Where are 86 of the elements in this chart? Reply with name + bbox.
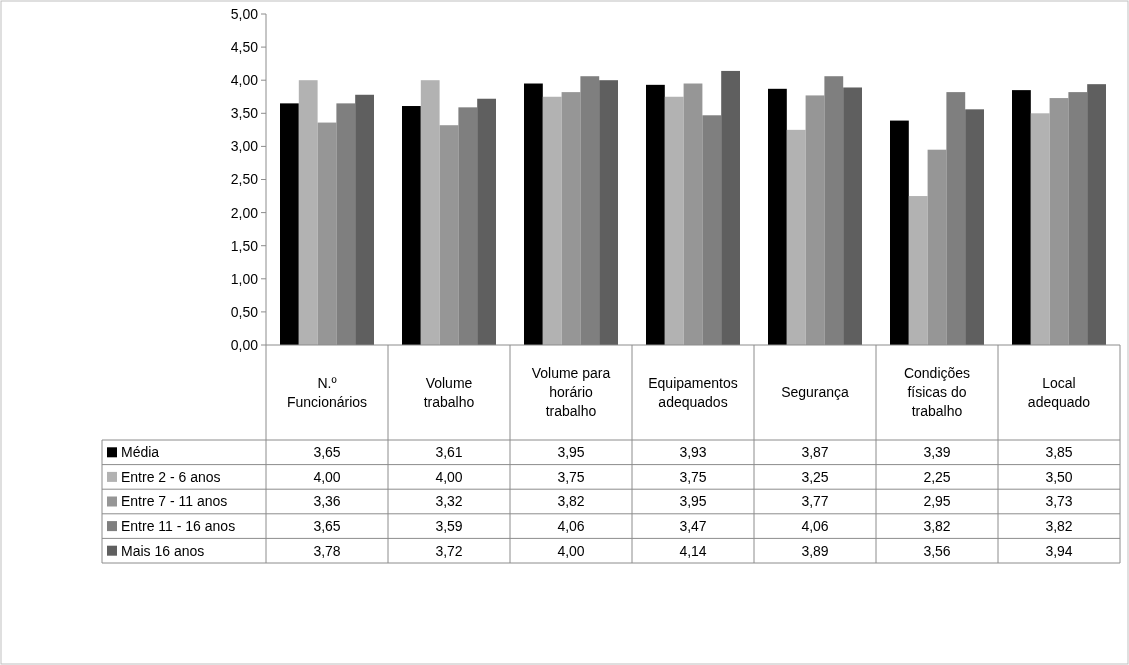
data-label: 3,72 [435, 542, 463, 559]
data-label: 3,61 [435, 444, 463, 461]
legend-label: Entre 11 - 16 anos [121, 518, 236, 534]
bar [843, 87, 862, 345]
x-tick-label: Local adequado [1027, 374, 1091, 410]
data-label: 2,95 [923, 493, 951, 510]
bar [298, 80, 318, 345]
y-tick-label: 3,00 [230, 138, 259, 155]
x-tick-label: Segurança [781, 384, 850, 401]
bar [646, 84, 665, 345]
data-label: 4,14 [679, 542, 707, 559]
y-tick-label: 2,00 [230, 204, 259, 221]
data-label: 3,56 [923, 542, 951, 559]
bar [477, 98, 496, 345]
bar [524, 83, 543, 345]
x-tick-label: Volume para horário trabalho [531, 365, 611, 420]
legend-label: Mais 16 anos [121, 542, 205, 559]
data-label: 3,93 [679, 444, 707, 461]
data-label: 3,65 [313, 444, 341, 461]
y-tick-label: 3,50 [230, 105, 259, 122]
data-label: 3,82 [557, 493, 585, 510]
x-tick-label: N.º Funcionários [286, 374, 368, 410]
y-tick-label: 1,50 [230, 237, 259, 254]
data-label: 3,59 [435, 518, 463, 534]
data-label: 4,06 [801, 518, 829, 534]
bar [908, 196, 928, 345]
data-label: 4,00 [557, 542, 585, 559]
data-label: 3,85 [1045, 444, 1073, 461]
data-label: 3,95 [557, 444, 585, 461]
bar [786, 129, 806, 345]
y-tick-label: 0,50 [230, 303, 259, 320]
bar [420, 80, 440, 345]
bar [336, 103, 356, 345]
x-tick-label: Condições físicas do trabalho [903, 365, 971, 420]
data-label: 3,47 [679, 518, 707, 534]
data-label: 3,78 [313, 542, 341, 559]
bar [824, 76, 844, 345]
bar [458, 107, 478, 345]
data-label: 3,82 [923, 518, 951, 534]
data-label: 3,65 [313, 518, 341, 534]
bar [280, 103, 299, 345]
data-label: 3,73 [1045, 493, 1073, 510]
data-label: 3,89 [801, 542, 829, 559]
data-label: 4,00 [313, 468, 341, 485]
data-label: 3,94 [1045, 542, 1073, 559]
bar [721, 70, 740, 345]
bar [664, 96, 684, 345]
bar [890, 120, 909, 345]
data-label: 3,82 [1045, 518, 1073, 534]
bar [355, 94, 374, 345]
data-label: 2,25 [923, 468, 951, 485]
bar [599, 80, 618, 345]
bar [946, 92, 966, 345]
bar [1087, 84, 1106, 345]
x-tick-label: Equipamentos adequados [648, 374, 738, 410]
bar [1012, 90, 1031, 345]
data-label: 3,75 [679, 468, 707, 485]
data-label: 3,39 [923, 444, 951, 461]
data-label: 3,32 [435, 493, 463, 510]
bar [1068, 92, 1088, 345]
bar [965, 109, 984, 345]
y-tick-label: 2,50 [230, 171, 259, 188]
data-label: 4,06 [557, 518, 585, 534]
y-tick-label: 4,00 [230, 72, 259, 89]
data-label: 4,00 [435, 468, 463, 485]
bar [1030, 113, 1050, 345]
data-label: 3,75 [557, 468, 585, 485]
bar [402, 106, 421, 345]
legend-label: Entre 7 - 11 anos [121, 493, 228, 510]
bar [542, 96, 562, 345]
legend-label: Entre 2 - 6 anos [121, 468, 221, 485]
data-label: 3,77 [801, 493, 829, 510]
data-label: 3,87 [801, 444, 829, 461]
bar [768, 88, 787, 345]
data-label: 3,36 [313, 493, 341, 510]
data-label: 3,25 [801, 468, 829, 485]
bar [580, 76, 600, 345]
data-label: 3,50 [1045, 468, 1073, 485]
y-tick-label: 1,00 [230, 270, 259, 287]
x-tick-label: Volume trabalho [423, 374, 475, 410]
legend-label: Média [121, 444, 160, 461]
data-label: 3,95 [679, 493, 707, 510]
y-tick-label: 5,00 [230, 5, 259, 22]
y-tick-label: 4,50 [230, 39, 259, 55]
bar [702, 115, 722, 345]
y-tick-label: 0,00 [230, 336, 259, 353]
